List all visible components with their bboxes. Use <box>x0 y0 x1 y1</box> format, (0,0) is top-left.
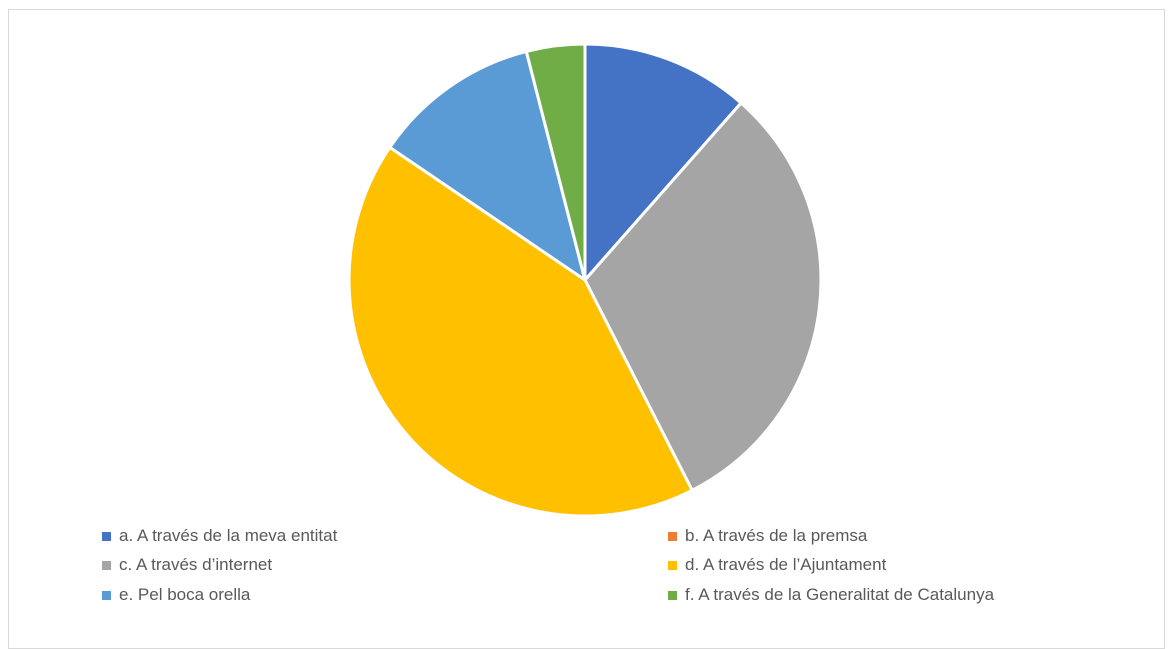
pie-slice-a <box>583 42 743 282</box>
legend-swatch <box>102 531 111 541</box>
legend-item-e: e. Pel boca orella <box>102 585 250 605</box>
legend-label: e. Pel boca orella <box>119 585 251 604</box>
legend-item-b: b. A través de la premsa <box>668 526 867 546</box>
legend-label: c. A través d’internet <box>119 555 273 574</box>
legend-item-a: a. A través de la meva entitat <box>102 526 337 546</box>
legend-swatch <box>668 590 677 600</box>
legend-swatch <box>102 590 111 600</box>
legend-label: f. A través de la Generalitat de Catalun… <box>685 585 995 604</box>
pie-slice-d <box>347 145 694 518</box>
legend-swatch <box>102 560 111 570</box>
legend-item-f: f. A través de la Generalitat de Catalun… <box>668 585 994 605</box>
legend-label: b. A través de la premsa <box>685 526 868 545</box>
legend-label: a. A través de la meva entitat <box>119 526 338 545</box>
pie-slice-f <box>524 42 587 282</box>
pie-chart <box>347 42 823 518</box>
legend-item-d: d. A través de l’Ajuntament <box>668 555 886 575</box>
legend-label: d. A través de l’Ajuntament <box>685 555 887 574</box>
legend-swatch <box>668 560 677 570</box>
chart-legend: a. A través de la meva entitat b. A travé… <box>102 526 994 605</box>
legend-swatch <box>668 531 677 541</box>
legend-item-c: c. A través d’internet <box>102 555 272 575</box>
pie-slice-e <box>388 49 587 282</box>
